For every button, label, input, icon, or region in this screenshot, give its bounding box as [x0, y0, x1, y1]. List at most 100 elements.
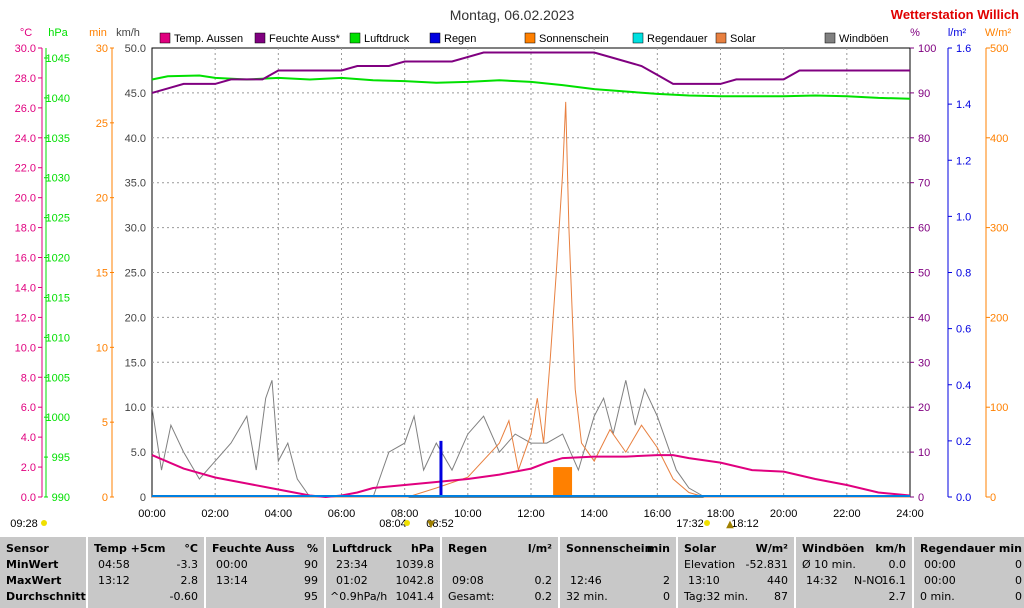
rain-axis-tick: 1.4 — [956, 99, 971, 111]
rain-header: Regen — [448, 542, 488, 555]
legend-swatch-7 — [824, 32, 836, 44]
solar-elev-value: -52.831 — [745, 558, 788, 571]
x-tick-label: 00:00 — [138, 508, 166, 520]
axis-unit-3: km/h — [116, 27, 140, 39]
x-tick-label: 16:00 — [644, 508, 672, 520]
temp-max-value: 2.8 — [180, 574, 199, 587]
legend-label-6: Solar — [730, 33, 756, 45]
summary-col-rain: Regen l/m² 09:08 0.2 Gesamt: 0.2 — [442, 537, 560, 608]
wind-header: Windböen — [802, 542, 865, 555]
press-trend: ^0.9hPa/h — [330, 590, 388, 603]
wind-axis-tick: 25.0 — [125, 268, 146, 280]
hum-max-value: 99 — [304, 574, 318, 587]
press-unit: hPa — [410, 542, 434, 555]
sun-dot-icon — [704, 520, 710, 526]
x-tick-label: 10:00 — [454, 508, 482, 520]
rain-axis-tick: 1.6 — [956, 43, 971, 55]
temp-min-value: -3.3 — [176, 558, 198, 571]
x-tick-label: 20:00 — [770, 508, 798, 520]
rain-axis-tick: 0.4 — [956, 380, 971, 392]
legend-swatch-5 — [632, 32, 644, 44]
summary-col-raindur: Regendauer min 00:00 0 00:00 0 0 min. 0 — [914, 537, 1024, 608]
sun-header: Sonnenschein — [566, 542, 653, 555]
wind-axis-tick: 20.0 — [125, 312, 146, 324]
hum-unit: % — [306, 542, 318, 555]
wind-max-direction: N-NO — [854, 574, 884, 587]
sunshine-axis-tick: 5 — [102, 417, 108, 429]
sunshine-axis-tick: 20 — [96, 193, 108, 205]
raindur-total-value: 0 — [1015, 590, 1022, 603]
station-brand: Wetterstation Willich — [891, 7, 1019, 22]
raindur-min-value: 0 — [1015, 558, 1022, 571]
extra-time-label: 09:28 — [10, 518, 38, 530]
legend-label-2: Luftdruck — [364, 33, 410, 45]
hum-min-time: 00:00 — [216, 558, 248, 571]
hum-max-time: 13:14 — [216, 574, 248, 587]
solar-avg-value: 87 — [774, 590, 788, 603]
temp-axis-tick: 6.0 — [21, 402, 36, 414]
weather-chart: Montag, 06.02.2023 Wetterstation Willich T… — [10, 7, 1019, 530]
wind-avg-value: 2.7 — [888, 590, 907, 603]
sunshine-axis-tick: 10 — [96, 342, 108, 354]
hum-min-value: 90 — [304, 558, 318, 571]
sunrise-label: 08:04 — [379, 518, 407, 530]
press-max-time: 01:02 — [336, 574, 368, 587]
humidity-axis-tick: 40 — [918, 312, 930, 324]
series-line-feuchteauss — [151, 51, 910, 94]
temp-header: Temp +5cm — [94, 542, 166, 555]
solar-axis-tick: 400 — [990, 133, 1008, 145]
solar-axis-tick: 200 — [990, 312, 1008, 324]
sensor-header: Sensor — [6, 542, 49, 555]
raindur-max-time: 00:00 — [924, 574, 956, 587]
x-tick-label: 14:00 — [580, 508, 608, 520]
solar-elev-label: Elevation — [684, 558, 736, 571]
legend-label-3: Regen — [444, 33, 476, 45]
wind-unit: km/h — [875, 542, 906, 555]
temp-axis-tick: 10.0 — [15, 342, 36, 354]
x-tick-label: 12:00 — [517, 508, 545, 520]
moon-arrow-icon: ▲ — [726, 519, 734, 530]
temp-axis-tick: 16.0 — [15, 253, 36, 265]
raindur-min-time: 00:00 — [924, 558, 956, 571]
rain-total-label: Gesamt: — [448, 590, 495, 603]
wind-axis-tick: 30.0 — [125, 223, 146, 235]
rain-axis-tick: 1.0 — [956, 211, 971, 223]
x-tick-label: 04:00 — [265, 508, 293, 520]
pressure-axis-tick: 1015 — [46, 292, 70, 304]
rain-axis-tick: 0.8 — [956, 268, 971, 280]
wind-avg10-value: 0.0 — [888, 558, 907, 571]
humidity-axis-tick: 70 — [918, 178, 930, 190]
sun-dot-icon — [41, 520, 47, 526]
temp-axis-tick: 22.0 — [15, 163, 36, 175]
temp-min-time: 04:58 — [98, 558, 130, 571]
wind-axis-tick: 0 — [140, 492, 146, 504]
press-avg-value: 1041.4 — [395, 590, 435, 603]
solar-max-value: 440 — [767, 574, 788, 587]
raindur-header: Regendauer — [920, 542, 996, 555]
rain-axis-tick: 0.6 — [956, 324, 971, 336]
pressure-axis-tick: 995 — [52, 452, 70, 464]
summary-col-solar: Solar W/m² Elevation -52.831 13:10 440 Tag:… — [678, 537, 796, 608]
summary-col-sunshine: Sonnenschein min 12:46 2 32 min. 0 — [560, 537, 678, 608]
solar-unit: W/m² — [755, 542, 788, 555]
solar-axis-tick: 0 — [990, 492, 996, 504]
pressure-axis-tick: 1020 — [46, 253, 70, 265]
sunshine-bar — [553, 467, 573, 497]
wind-axis-tick: 45.0 — [125, 88, 146, 100]
humidity-axis-tick: 20 — [918, 402, 930, 414]
temp-axis-tick: 20.0 — [15, 193, 36, 205]
rain-total-value: 0.2 — [534, 590, 553, 603]
raindur-max-value: 0 — [1015, 574, 1022, 587]
sunrise-end-label: 08:52 — [426, 518, 454, 530]
wind-axis-tick: 15.0 — [125, 357, 146, 369]
pressure-axis-tick: 1040 — [46, 93, 70, 105]
sun-arrow-icon: ▼ — [427, 519, 435, 530]
pressure-axis-tick: 1005 — [46, 372, 70, 384]
press-min-value: 1039.8 — [395, 558, 435, 571]
sunset-end-label: 18:12 — [731, 518, 759, 530]
row-max-label: MaxWert — [6, 574, 62, 587]
summary-col-humidity: Feuchte Auss% 00:00 90 13:14 99 95 — [206, 537, 326, 608]
pressure-axis-tick: 1000 — [46, 412, 70, 424]
temp-axis-tick: 4.0 — [21, 432, 36, 444]
wind-axis-tick: 5.0 — [131, 447, 146, 459]
